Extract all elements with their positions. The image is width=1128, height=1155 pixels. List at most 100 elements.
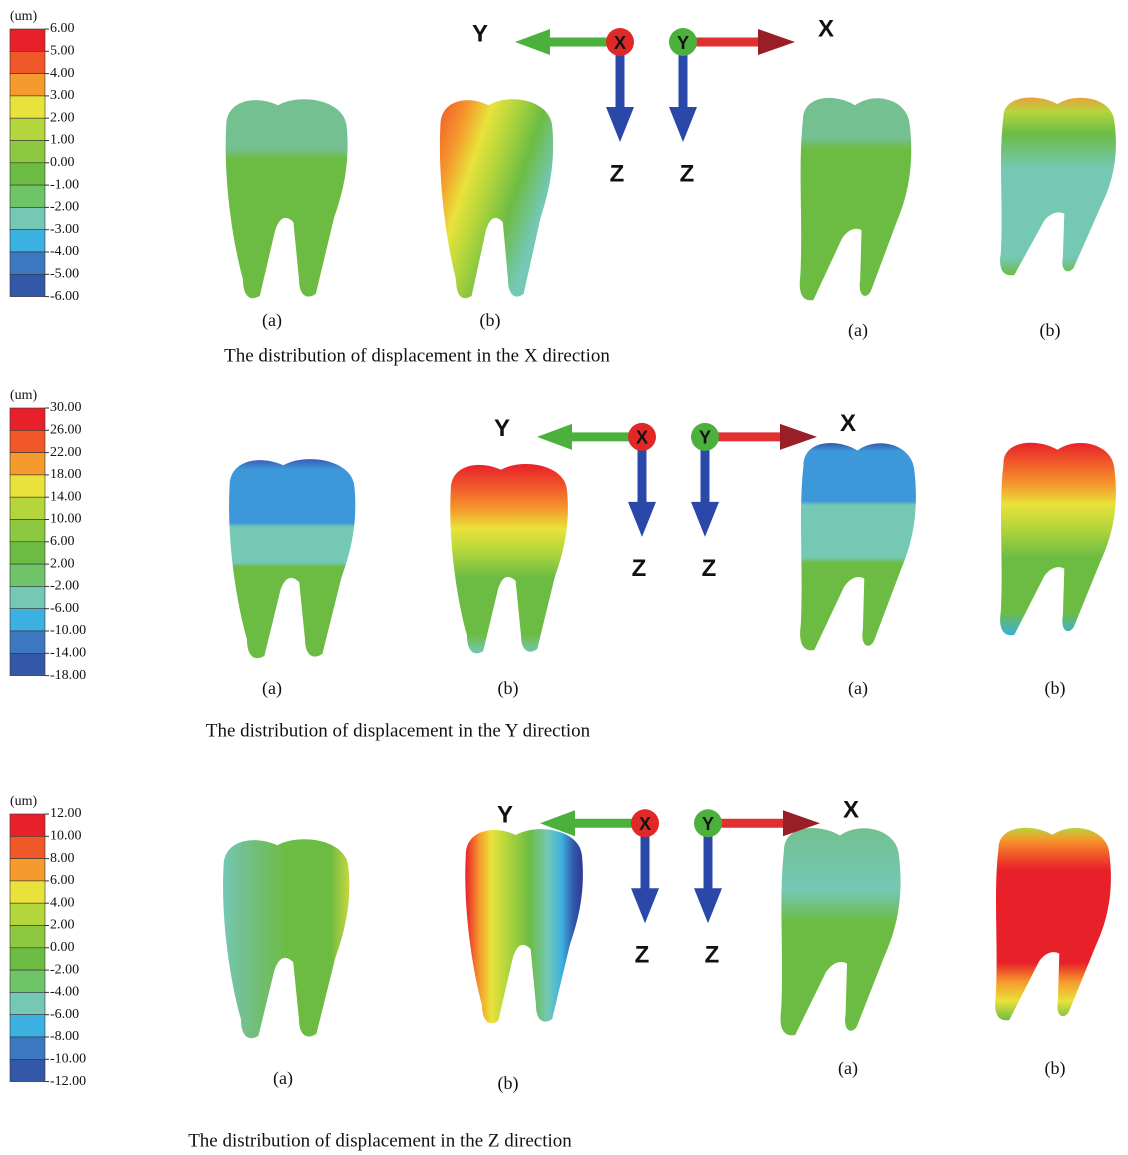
figure: (um) 6.00 5.00 4.00 3.00 2.00 1.00 0.00 -1.00 -2.… xyxy=(0,0,1128,1155)
legend-label: 14.00 xyxy=(50,489,82,504)
legend-label: 2.00 xyxy=(50,556,75,571)
legend-label: -14.00 xyxy=(50,646,86,661)
subfigure-label: (b) xyxy=(480,310,501,331)
tooth-model xyxy=(226,99,348,298)
axis-label: X xyxy=(843,797,859,824)
legend-band xyxy=(10,586,45,608)
legend-label: 0.00 xyxy=(50,940,75,955)
axis-origin-label: Y xyxy=(677,33,689,53)
axis-label: Y xyxy=(472,20,488,47)
axis-arrowhead xyxy=(631,888,659,923)
legend-band xyxy=(10,542,45,564)
axis-label: Z xyxy=(705,942,720,969)
tooth-model xyxy=(450,464,568,653)
caption: The distribution of displacement in the … xyxy=(224,345,610,366)
legend-band xyxy=(10,475,45,497)
legend-label: 22.00 xyxy=(50,445,82,460)
tooth-model xyxy=(800,443,916,650)
legend-label: 2.00 xyxy=(50,918,75,933)
legend-band xyxy=(10,497,45,519)
legend-label: -10.00 xyxy=(50,1052,86,1067)
axis-arrowhead xyxy=(515,29,550,55)
legend-unit: (um) xyxy=(10,794,38,809)
tooth-model xyxy=(223,839,349,1038)
legend-label: 6.00 xyxy=(50,21,75,36)
legend-band xyxy=(10,74,45,96)
subfigure-label: (a) xyxy=(838,1058,858,1079)
axis-origin-label: Y xyxy=(702,814,714,834)
legend-band xyxy=(10,163,45,185)
legend-label: 18.00 xyxy=(50,467,82,482)
legend-label: 10.00 xyxy=(50,512,82,527)
legend-band xyxy=(10,653,45,675)
axis-label: Z xyxy=(635,942,650,969)
legend-label: 1.00 xyxy=(50,133,75,148)
legend-band xyxy=(10,230,45,252)
axis-origin-label: X xyxy=(639,814,651,834)
axis-label: Y xyxy=(494,415,510,442)
subfigure-label: (b) xyxy=(498,678,519,699)
legend-label: -4.00 xyxy=(50,985,79,1000)
legend-band xyxy=(10,903,45,925)
legend-band xyxy=(10,453,45,475)
subfigure-label: (b) xyxy=(1045,1058,1066,1079)
legend-band xyxy=(10,1037,45,1059)
legend-label: -6.00 xyxy=(50,601,79,616)
legend-label: 10.00 xyxy=(50,829,82,844)
legend-band xyxy=(10,141,45,163)
axis-arrowhead xyxy=(780,424,817,450)
axis-arrowhead xyxy=(537,424,572,450)
axis-label: Z xyxy=(702,555,717,582)
axis-arrowhead xyxy=(606,107,634,142)
legend-band xyxy=(10,185,45,207)
legend-label: 2.00 xyxy=(50,110,75,125)
subfigure-label: (b) xyxy=(498,1073,519,1094)
legend-label: -18.00 xyxy=(50,668,86,683)
subfigure-label: (a) xyxy=(848,320,868,341)
legend-band xyxy=(10,814,45,836)
legend-band xyxy=(10,970,45,992)
legend-label: -5.00 xyxy=(50,267,79,282)
tooth-model xyxy=(1000,443,1116,636)
legend-band xyxy=(10,836,45,858)
legend-unit: (um) xyxy=(10,9,38,24)
tooth-model xyxy=(780,828,900,1035)
legend-band xyxy=(10,408,45,430)
axis-origin-label: X xyxy=(636,428,648,448)
legend-label: 12.00 xyxy=(50,806,82,821)
tooth-model xyxy=(465,829,583,1023)
legend-label: -2.00 xyxy=(50,962,79,977)
legend-label: 26.00 xyxy=(50,423,82,438)
legend-label: 3.00 xyxy=(50,88,75,103)
axis-label: Z xyxy=(610,160,625,187)
legend-label: -10.00 xyxy=(50,623,86,638)
legend-band xyxy=(10,948,45,970)
axis-origin-label: X xyxy=(614,33,626,53)
legend-band xyxy=(10,207,45,229)
legend-label: -12.00 xyxy=(50,1074,86,1089)
tooth-model xyxy=(229,459,355,658)
subfigure-label: (a) xyxy=(273,1068,293,1089)
legend-band xyxy=(10,252,45,274)
legend-unit: (um) xyxy=(10,388,38,403)
legend-band xyxy=(10,520,45,542)
axis-origin-label: Y xyxy=(699,428,711,448)
axis-label: X xyxy=(840,410,856,437)
legend-label: -4.00 xyxy=(50,244,79,259)
legend-label: -8.00 xyxy=(50,1029,79,1044)
legend-label: -1.00 xyxy=(50,177,79,192)
subfigure-label: (a) xyxy=(262,310,282,331)
legend-band xyxy=(10,430,45,452)
legend-band xyxy=(10,51,45,73)
axis-arrowhead xyxy=(628,502,656,537)
legend-band xyxy=(10,1059,45,1081)
legend-band xyxy=(10,631,45,653)
legend-band xyxy=(10,881,45,903)
legend-label: 4.00 xyxy=(50,895,75,910)
axis-arrowhead xyxy=(694,888,722,923)
caption: The distribution of displacement in the … xyxy=(188,1130,572,1151)
legend-label: 5.00 xyxy=(50,44,75,59)
axis-arrowhead xyxy=(691,502,719,537)
legend-label: 8.00 xyxy=(50,851,75,866)
tooth-model xyxy=(995,828,1111,1021)
